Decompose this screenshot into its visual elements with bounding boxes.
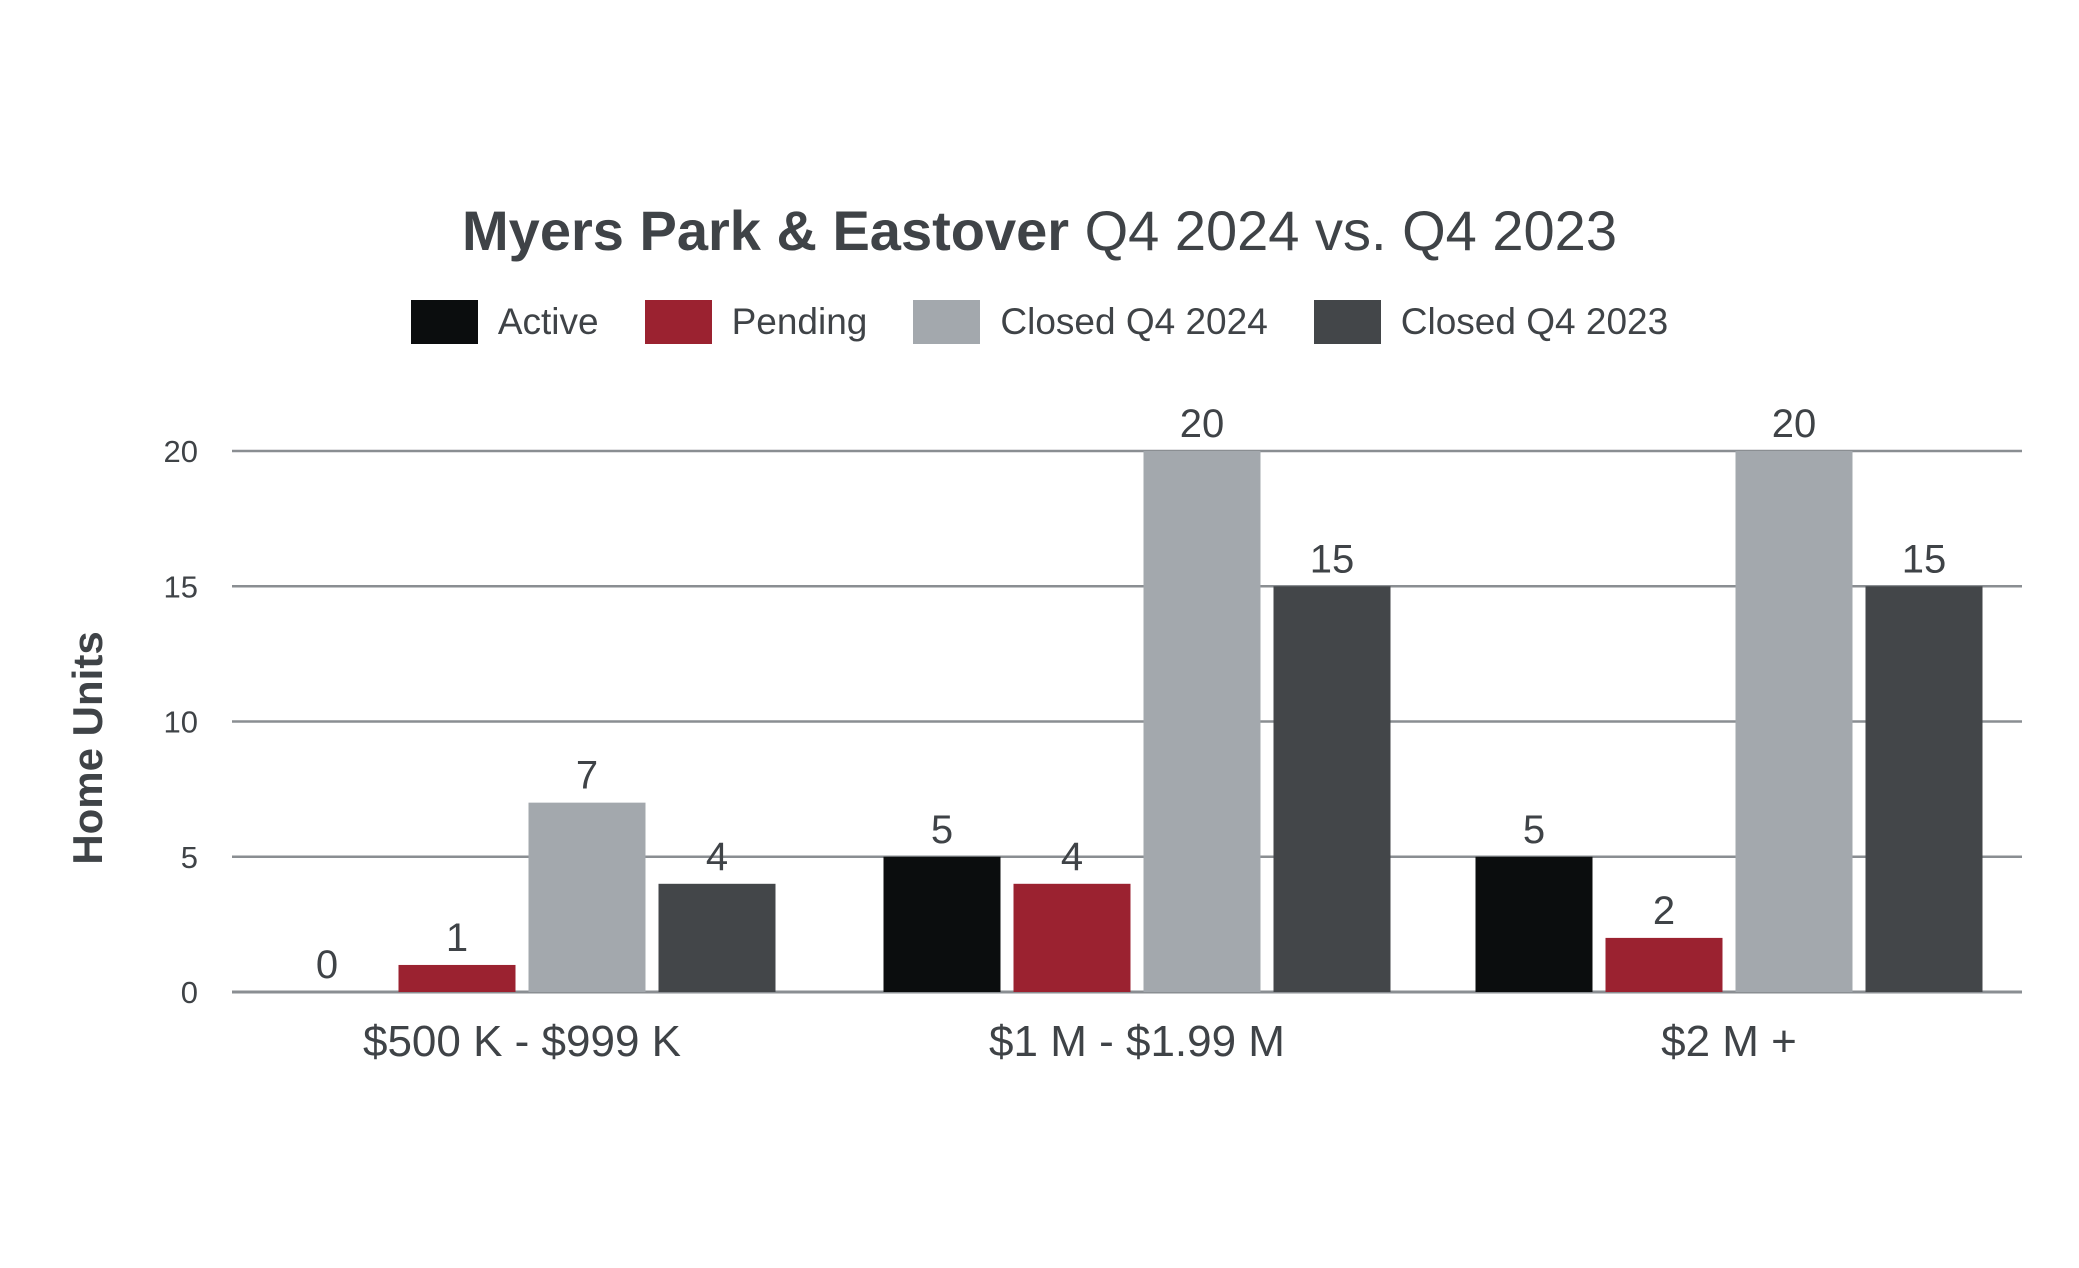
- x-tick-label-1: $1 M - $1.99 M: [989, 1017, 1285, 1066]
- data-label-0-3: 4: [706, 835, 728, 879]
- bar-0-3: [658, 883, 776, 992]
- data-label-2-2: 20: [1772, 402, 1817, 446]
- bar-1-3: [1273, 586, 1391, 992]
- x-tick-label-2: $2 M +: [1661, 1017, 1797, 1066]
- legend-swatch-closed-2024: [913, 300, 981, 344]
- data-label-2-3: 15: [1902, 537, 1947, 581]
- data-label-0-0: 0: [316, 943, 338, 987]
- bar-2-2: [1735, 451, 1853, 992]
- y-tick-label-15: 15: [164, 569, 198, 604]
- data-label-0-1: 1: [446, 916, 468, 960]
- legend-swatch-closed-2023: [1313, 300, 1381, 344]
- legend-item-closed-2024: Closed Q4 2024: [913, 300, 1268, 344]
- legend-item-active: Active: [410, 300, 599, 344]
- data-label-0-2: 7: [576, 754, 598, 798]
- y-tick-label-0: 0: [181, 975, 198, 1010]
- chart-legend: Active Pending Closed Q4 2024 Closed Q4 …: [0, 300, 2079, 344]
- bar-0-1: [398, 964, 516, 992]
- legend-label-active: Active: [497, 301, 599, 342]
- y-tick-label-20: 20: [164, 434, 198, 469]
- bar-0-2: [528, 802, 646, 992]
- legend-label-closed-2024: Closed Q4 2024: [1000, 301, 1268, 342]
- y-tick-label-10: 10: [164, 705, 198, 740]
- x-tick-label-0: $500 K - $999 K: [363, 1017, 681, 1066]
- chart-title-bold: Myers Park & Eastover: [462, 199, 1070, 262]
- data-label-1-1: 4: [1061, 835, 1083, 879]
- legend-item-pending: Pending: [644, 300, 868, 344]
- data-label-1-0: 5: [931, 808, 953, 852]
- legend-label-closed-2023: Closed Q4 2023: [1400, 301, 1669, 342]
- legend-swatch-pending: [644, 300, 712, 344]
- data-label-1-2: 20: [1180, 402, 1225, 446]
- bar-2-0: [1475, 856, 1593, 992]
- bar-1-2: [1143, 451, 1261, 992]
- chart-title: Myers Park & Eastover Q4 2024 vs. Q4 202…: [0, 198, 2079, 263]
- legend-label-pending: Pending: [731, 301, 868, 342]
- y-tick-label-5: 5: [181, 840, 198, 875]
- data-label-1-3: 15: [1310, 537, 1355, 581]
- data-label-2-0: 5: [1523, 808, 1545, 852]
- legend-swatch-active: [410, 300, 478, 344]
- bar-2-1: [1605, 937, 1723, 992]
- chart-title-rest: Q4 2024 vs. Q4 2023: [1084, 199, 1617, 262]
- bar-2-3: [1865, 586, 1983, 992]
- legend-item-closed-2023: Closed Q4 2023: [1313, 300, 1669, 344]
- bar-1-1: [1013, 883, 1131, 992]
- bar-1-0: [883, 856, 1001, 992]
- data-label-2-1: 2: [1653, 889, 1675, 933]
